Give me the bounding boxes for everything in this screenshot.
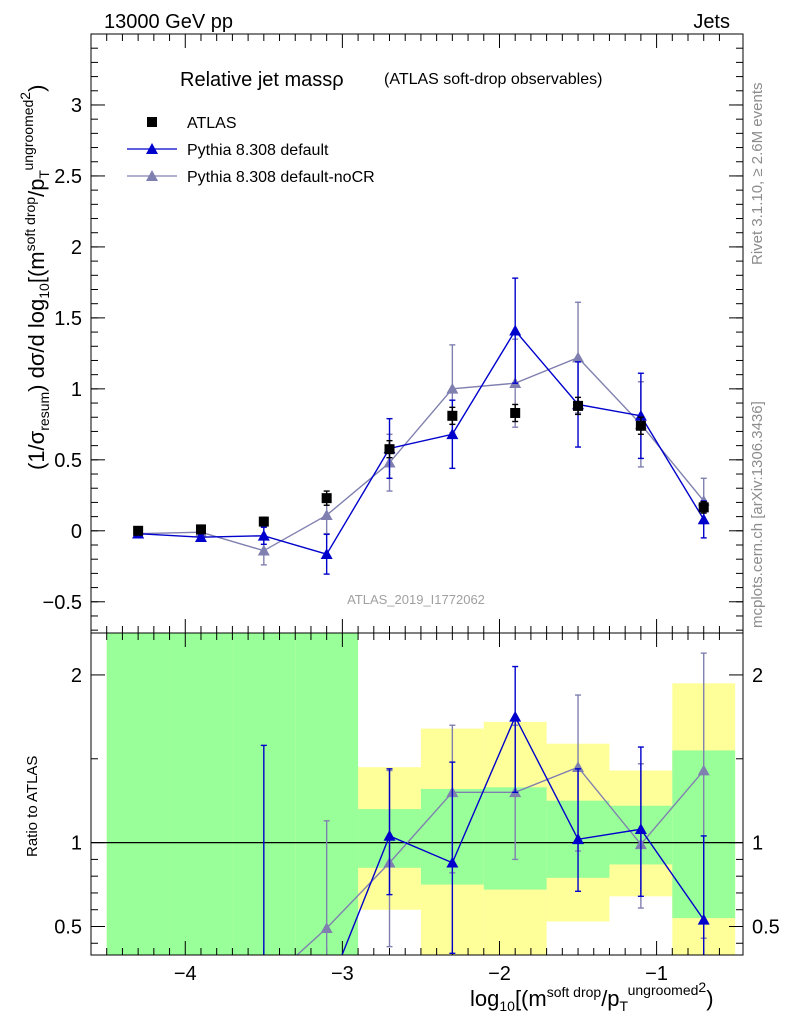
main-y-tick-label: 0 xyxy=(71,521,82,543)
main-point-atlas xyxy=(635,420,646,431)
main-y-tick-label: 1 xyxy=(71,379,82,401)
main-point-default xyxy=(446,428,459,440)
svg-text:(1/σresum) dσ/d log10[(msoft d: (1/σresum) dσ/d log10[(msoft drop/pTungr… xyxy=(17,85,52,470)
side-text-upper: Rivet 3.1.10, ≥ 2.6M events xyxy=(749,83,766,266)
main-point-default xyxy=(194,531,207,542)
x-tick-label: −2 xyxy=(488,963,511,985)
main-point-atlas xyxy=(698,502,709,513)
side-text-lower: mcplots.cern.ch [arXiv:1306.3436] xyxy=(749,401,766,628)
main-point-atlas xyxy=(447,410,458,421)
main-point-default xyxy=(320,548,333,560)
main-point-nocr xyxy=(446,382,459,394)
main-point-atlas xyxy=(321,493,332,504)
main-line-nocr xyxy=(138,356,705,552)
main-y-tick-label: 3 xyxy=(71,95,82,117)
ratio-point-default xyxy=(509,710,522,722)
legend-label-nocr: Pythia 8.308 default-noCR xyxy=(187,169,375,186)
main-point-atlas xyxy=(133,525,144,536)
ratio-point-nocr xyxy=(697,764,710,776)
main-panel: −0.5 0 0.5 1 1.5 2 2.5 3 Relative jet massρ (AT… xyxy=(17,33,744,634)
main-point-atlas xyxy=(258,516,269,527)
legend-label-atlas: ATLAS xyxy=(187,115,237,132)
ratio-band-inner xyxy=(169,633,233,955)
ratio-plot-frame xyxy=(90,632,744,956)
main-line-default xyxy=(138,329,705,556)
ratio-y-axis-label: Ratio to ATLAS xyxy=(24,756,41,857)
x-tick-label: −1 xyxy=(645,963,668,985)
ratio-y-tick-label: 2 xyxy=(71,665,82,687)
ratio-point-default xyxy=(697,913,710,925)
ratio-point-default xyxy=(572,833,585,845)
ratio-panel: 0.5 0.51 12 2 Ratio to ATLAS −4 −3 −2 −1 log10… xyxy=(24,632,780,1014)
main-point-default xyxy=(257,529,270,541)
legend-marker-default xyxy=(146,143,158,154)
watermark: ATLAS_2019_I1772062 xyxy=(347,592,485,607)
chart-title: Relative jet massρ xyxy=(180,69,344,91)
header-left-label: 13000 GeV pp xyxy=(104,11,233,33)
chart-subtitle: (ATLAS soft-drop observables) xyxy=(384,71,602,88)
main-point-atlas xyxy=(510,407,521,418)
ratio-y-tick-label: 0.5 xyxy=(54,916,82,938)
main-y-tick-label: 0.5 xyxy=(54,450,82,472)
legend: ATLAS Pythia 8.308 default Pythia 8.308 … xyxy=(127,115,375,186)
main-point-atlas xyxy=(195,524,206,535)
legend-label-default: Pythia 8.308 default xyxy=(187,142,329,159)
legend-marker-atlas xyxy=(147,117,157,127)
main-y-tick-label: 1.5 xyxy=(54,308,82,330)
ratio-y-tick-label: 1 xyxy=(752,833,763,855)
ratio-y-tick-label: 1 xyxy=(71,833,82,855)
ratio-y-tick-label: 0.5 xyxy=(752,916,780,938)
main-y-axis-label: (1/σresum) dσ/d log10[(msoft drop/pTungr… xyxy=(17,85,52,470)
main-point-nocr xyxy=(572,351,585,363)
header-right-label: Jets xyxy=(693,11,730,33)
x-tick-label: −3 xyxy=(331,963,354,985)
ratio-band-inner xyxy=(106,633,170,955)
main-point-default xyxy=(509,324,522,336)
legend-marker-nocr xyxy=(146,170,158,181)
main-point-nocr xyxy=(257,544,270,556)
main-y-tick-label: 2.5 xyxy=(54,166,82,188)
main-y-tick-label: −0.5 xyxy=(43,592,82,614)
main-point-nocr xyxy=(320,509,333,520)
ratio-point-default xyxy=(634,823,647,835)
main-point-atlas xyxy=(573,400,584,411)
ratio-point-nocr xyxy=(320,922,333,933)
main-y-tick-label: 2 xyxy=(71,237,82,259)
ratio-point-default xyxy=(446,856,459,868)
ratio-point-default xyxy=(383,829,396,841)
main-point-default xyxy=(697,513,710,525)
x-tick-label: −4 xyxy=(174,963,197,985)
ratio-y-tick-label: 2 xyxy=(752,665,763,687)
main-point-atlas xyxy=(384,444,395,455)
